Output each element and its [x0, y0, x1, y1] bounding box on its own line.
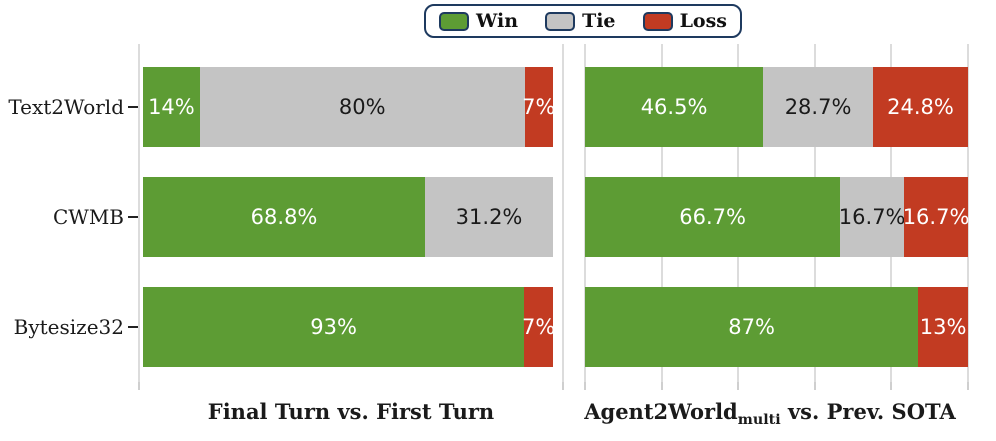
- bar-value-label: 46.5%: [640, 94, 708, 119]
- subtitle-text: vs. Prev. SOTA: [780, 399, 956, 424]
- y-axis: Text2World CWMB Bytesize32: [0, 44, 139, 382]
- gridline: [562, 44, 564, 382]
- legend: Win Tie Loss: [424, 4, 742, 38]
- legend-item-win: Win: [439, 9, 519, 32]
- bar-segment-tie: 31.2%: [425, 177, 553, 257]
- bar-segment-loss: 7%: [522, 67, 556, 147]
- x-axis-tick: [890, 382, 893, 390]
- chart-subtitle-left: Final Turn vs. First Turn: [207, 399, 495, 424]
- legend-swatch-loss-icon: [642, 11, 673, 31]
- y-axis-label-text: Text2World: [8, 95, 124, 119]
- bar-segment-tie: 28.7%: [763, 67, 874, 147]
- bar-value-label: 24.8%: [887, 94, 954, 119]
- bar-segment-win: 46.5%: [585, 67, 764, 147]
- legend-item-loss: Loss: [642, 9, 727, 32]
- bar-segment-loss: 7%: [521, 287, 556, 367]
- bar-segment-tie: 16.7%: [838, 177, 906, 257]
- bar-row-bytesize32: 93% 7%: [143, 287, 556, 367]
- bar-row-cwmb: 66.7% 16.7% 16.7%: [585, 177, 970, 257]
- legend-label-win: Win: [476, 9, 519, 32]
- y-axis-label-text: Bytesize32: [13, 315, 124, 339]
- legend-swatch-tie-icon: [545, 11, 576, 31]
- bar-segment-win: 14%: [143, 67, 200, 147]
- x-axis-tick: [584, 382, 586, 390]
- x-axis-tick: [813, 382, 816, 390]
- bar-value-label: 7%: [521, 314, 556, 339]
- bar-segment-tie: 80%: [199, 67, 525, 147]
- bar-value-label: 68.8%: [250, 204, 318, 229]
- x-axis-tick: [967, 382, 969, 390]
- legend-label-loss: Loss: [679, 9, 727, 32]
- bar-segment-win: 93%: [143, 287, 525, 367]
- bar-segment-win: 87%: [585, 287, 919, 367]
- gridline: [138, 44, 140, 382]
- bar-value-label: 31.2%: [455, 204, 523, 229]
- bar-segment-loss: 13%: [918, 287, 968, 367]
- bar-row-text2world: 46.5% 28.7% 24.8%: [585, 67, 968, 147]
- bar-value-label: 80%: [338, 94, 386, 119]
- bar-value-label: 28.7%: [784, 94, 852, 119]
- bar-value-label: 7%: [522, 94, 556, 119]
- legend-label-tie: Tie: [582, 9, 616, 32]
- bar-value-label: 66.7%: [679, 204, 746, 229]
- bar-value-label: 16.7%: [902, 204, 970, 229]
- bar-value-label: 93%: [310, 314, 357, 339]
- bar-row-text2world: 14% 80% 7%: [143, 67, 556, 147]
- bar-row-cwmb: 68.8% 31.2%: [143, 177, 553, 257]
- bar-row-bytesize32: 87% 13%: [585, 287, 968, 367]
- x-axis-tick: [737, 382, 740, 390]
- y-axis-tick: [128, 325, 139, 329]
- y-axis-tick: [128, 105, 139, 109]
- bar-segment-loss: 16.7%: [902, 177, 970, 257]
- bar-value-label: 13%: [919, 314, 967, 339]
- chart-subtitle-right: Agent2Worldmulti vs. Prev. SOTA: [570, 399, 970, 428]
- plot-agent2world-vs-sota: 46.5% 28.7% 24.8% 66.7% 16.7% 16.7% 87% 13%: [584, 44, 970, 390]
- plot-final-vs-first: 14% 80% 7% 68.8% 31.2% 93% 7%: [138, 44, 564, 390]
- bar-value-label: 16.7%: [838, 204, 906, 229]
- y-axis-label-bytesize32: Bytesize32: [14, 317, 139, 337]
- bar-segment-loss: 24.8%: [873, 67, 968, 147]
- subtitle-text: Agent2World: [584, 399, 738, 424]
- subtitle-text: multi: [737, 412, 781, 429]
- x-axis-tick: [562, 382, 564, 390]
- y-axis-label-text: CWMB: [52, 205, 124, 229]
- y-axis-label-cwmb: CWMB: [53, 207, 139, 227]
- bar-segment-win: 68.8%: [143, 177, 426, 257]
- y-axis-label-text2world: Text2World: [8, 97, 139, 117]
- y-axis-tick: [128, 215, 139, 219]
- x-axis-tick: [660, 382, 663, 390]
- bar-value-label: 14%: [148, 94, 195, 119]
- legend-swatch-win-icon: [439, 11, 469, 31]
- x-axis-tick: [138, 382, 140, 390]
- bar-segment-win: 66.7%: [585, 177, 841, 257]
- gridline: [967, 44, 969, 382]
- bar-value-label: 87%: [728, 314, 775, 339]
- legend-item-tie: Tie: [545, 9, 616, 32]
